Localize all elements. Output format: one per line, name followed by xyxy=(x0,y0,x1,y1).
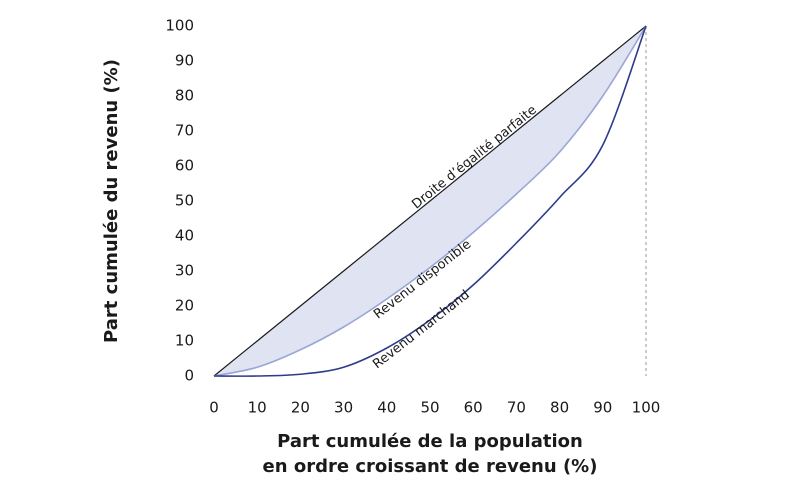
lorenz-curve xyxy=(213,25,647,377)
x-axis-title: en ordre croissant de revenu (%) xyxy=(263,456,598,477)
x-tick-label: 70 xyxy=(507,399,526,417)
lorenz-curve xyxy=(213,25,647,377)
x-tick-label: 10 xyxy=(248,399,267,417)
y-tick-label: 20 xyxy=(175,297,194,315)
y-tick-label: 50 xyxy=(175,192,194,210)
y-tick-label: 90 xyxy=(175,52,194,70)
y-tick-label: 40 xyxy=(175,227,194,245)
lorenz-curve xyxy=(213,25,647,377)
y-tick-label: 30 xyxy=(175,262,194,280)
y-tick-label: 100 xyxy=(165,17,194,35)
y-axis-title: Part cumulée du revenu (%) xyxy=(101,59,122,343)
y-tick-label: 80 xyxy=(175,87,194,105)
x-tick-label: 40 xyxy=(377,399,396,417)
x-tick-label: 50 xyxy=(420,399,439,417)
x-tick-label: 60 xyxy=(464,399,483,417)
y-tick-label: 70 xyxy=(175,122,194,140)
x-tick-label: 0 xyxy=(209,399,219,417)
x-tick-label: 20 xyxy=(291,399,310,417)
x-tick-label: 30 xyxy=(334,399,353,417)
x-tick-label: 80 xyxy=(550,399,569,417)
x-axis-title: Part cumulée de la population xyxy=(277,431,583,452)
x-tick-label: 90 xyxy=(593,399,612,417)
y-tick-label: 0 xyxy=(184,367,194,385)
y-tick-label: 10 xyxy=(175,332,194,350)
y-tick-label: 60 xyxy=(175,157,194,175)
x-tick-label: 100 xyxy=(632,399,661,417)
